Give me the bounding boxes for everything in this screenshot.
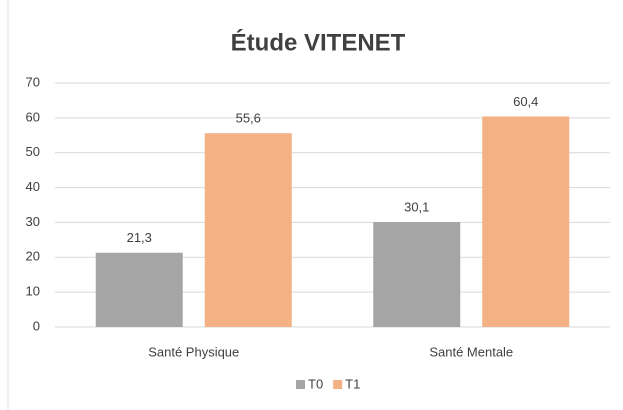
legend-swatch — [296, 380, 305, 389]
y-tick-label: 70 — [26, 74, 40, 89]
y-tick-label: 60 — [26, 109, 40, 124]
bar — [95, 252, 183, 327]
y-tick-label: 40 — [26, 179, 40, 194]
bar — [482, 116, 570, 327]
legend-label: T0 — [308, 376, 323, 391]
data-label: 21,3 — [127, 230, 152, 245]
data-label: 30,1 — [404, 200, 429, 215]
y-tick-label: 0 — [33, 318, 40, 333]
y-tick-label: 50 — [26, 144, 40, 159]
chart-title: Étude VITENET — [231, 28, 406, 56]
legend-label: T1 — [345, 376, 360, 391]
y-tick-label: 20 — [26, 249, 40, 264]
y-tick-label: 10 — [26, 284, 40, 299]
legend-swatch — [333, 380, 343, 389]
x-tick-label: Santé Mentale — [429, 344, 513, 359]
x-tick-label: Santé Physique — [148, 344, 239, 359]
data-label: 55,6 — [236, 111, 261, 126]
data-label: 60,4 — [513, 94, 538, 109]
bar — [373, 222, 461, 327]
bar — [204, 133, 292, 327]
y-tick-label: 30 — [26, 214, 40, 229]
